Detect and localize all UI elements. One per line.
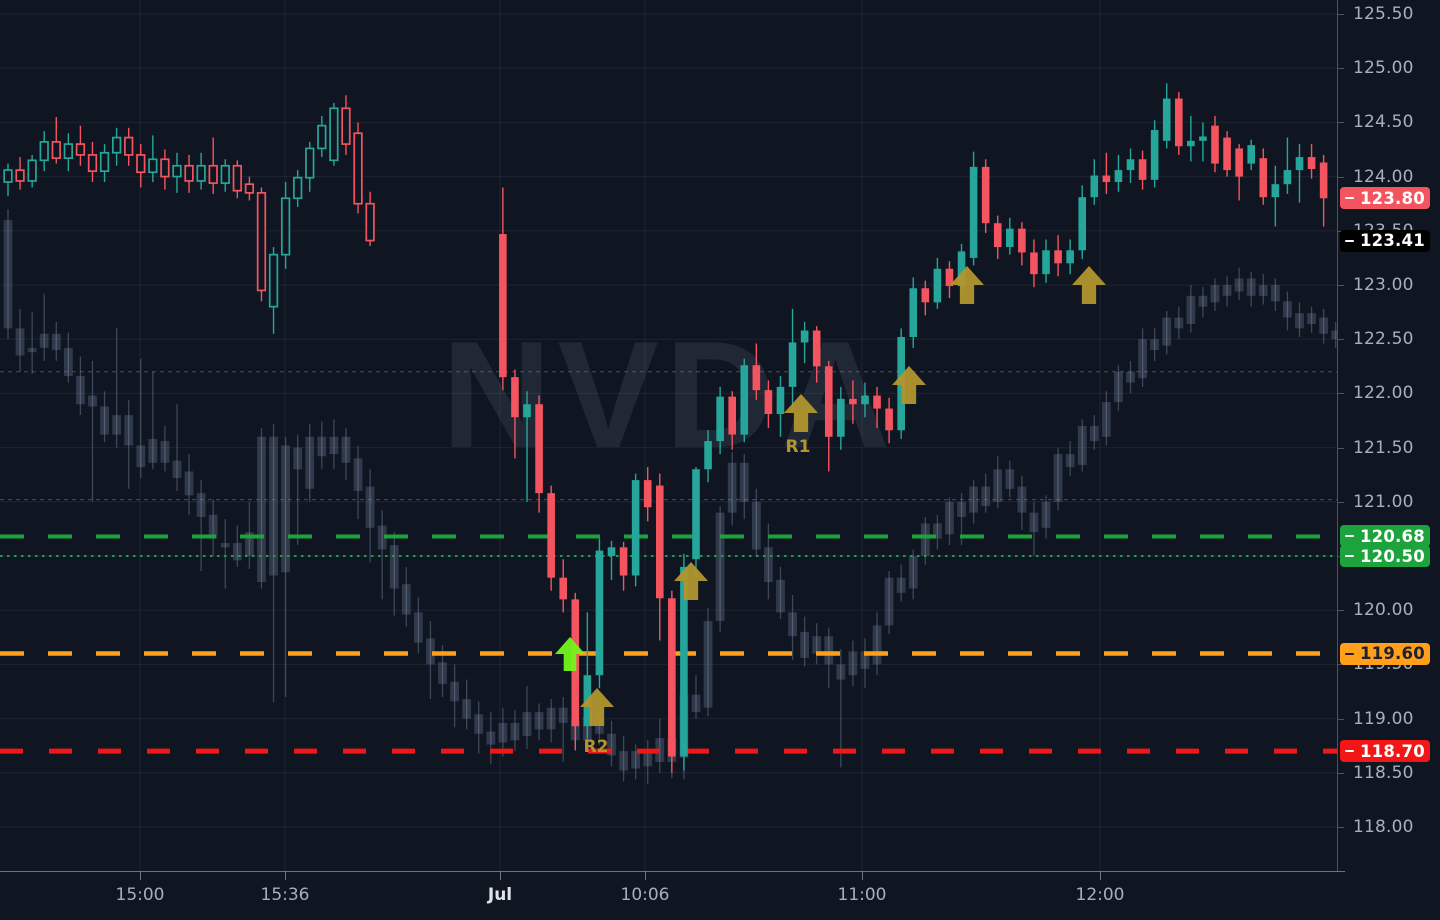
price-axis-tick xyxy=(1338,339,1344,341)
faint-level-lines xyxy=(0,371,1337,501)
time-axis-tick xyxy=(1100,872,1101,880)
badge-tick xyxy=(1345,750,1354,753)
buy-signal-arrow-icon xyxy=(784,394,818,432)
price-axis-tick xyxy=(1338,68,1344,70)
price-axis-label: 122.00 xyxy=(1353,383,1414,404)
badge-price-text: 120.68 xyxy=(1360,526,1425,546)
time-axis-label: Jul xyxy=(487,885,513,905)
buy-signal-arrow-icon xyxy=(674,562,708,600)
price-chart[interactable]: NVDA R2 R1 xyxy=(0,0,1337,871)
price-axis-label: 121.50 xyxy=(1353,437,1414,458)
badge-price-text: 123.41 xyxy=(1360,231,1425,251)
price-axis-label: 119.00 xyxy=(1353,708,1414,729)
ghost-candles xyxy=(3,209,1337,784)
badge-price-text: 119.60 xyxy=(1360,644,1425,664)
price-axis-tick xyxy=(1338,14,1344,15)
buy-signal-arrow-icon xyxy=(892,366,926,404)
price-axis-tick xyxy=(1338,122,1344,124)
signal-arrows: R2 R1 xyxy=(555,266,1106,757)
buy-signal-arrow-icon xyxy=(555,637,585,671)
badge-price-text: 118.70 xyxy=(1360,741,1425,761)
price-badge: 123.80 xyxy=(1340,187,1430,210)
level-lines[interactable] xyxy=(0,534,1337,754)
price-axis-label: 125.00 xyxy=(1353,58,1414,79)
badge-price-text: 120.50 xyxy=(1360,546,1425,566)
time-axis-tick xyxy=(285,872,286,880)
price-badge: 123.41 xyxy=(1340,229,1430,252)
time-axis-tick xyxy=(645,872,646,880)
price-axis-label: 123.00 xyxy=(1353,275,1414,295)
price-axis-label: 124.00 xyxy=(1353,166,1414,187)
price-axis-tick xyxy=(1338,501,1344,503)
price-axis-tick xyxy=(1338,827,1344,828)
price-axis-label: 118.50 xyxy=(1353,762,1414,783)
time-axis-tick xyxy=(140,872,141,880)
badge-tick xyxy=(1345,555,1354,557)
price-axis-tick xyxy=(1338,393,1344,395)
time-axis-label: 12:00 xyxy=(1075,885,1125,905)
badge-tick xyxy=(1345,652,1354,655)
time-axis-label: 15:00 xyxy=(115,885,165,905)
price-candles xyxy=(3,83,1328,773)
pivot-label: R2 xyxy=(584,737,609,757)
badge-tick xyxy=(1345,239,1354,242)
price-axis-tick xyxy=(1338,664,1344,666)
time-axis-label: 11:00 xyxy=(837,885,887,905)
price-axis-tick xyxy=(1338,285,1344,286)
price-axis-tick xyxy=(1338,772,1344,774)
price-axis-label: 124.50 xyxy=(1353,112,1414,133)
price-axis-tick xyxy=(1338,176,1344,178)
price-axis-label: 122.50 xyxy=(1353,329,1414,350)
badge-tick xyxy=(1345,535,1354,538)
price-axis-label: 121.00 xyxy=(1353,491,1414,512)
time-axis-label: 10:06 xyxy=(620,885,670,905)
price-badge: 119.60 xyxy=(1340,642,1430,665)
pivot-label: R1 xyxy=(786,437,811,457)
time-axis-tick xyxy=(862,872,863,880)
price-axis-label: 120.00 xyxy=(1353,600,1414,621)
price-axis-label: 118.00 xyxy=(1353,817,1414,837)
price-axis-tick xyxy=(1338,610,1344,612)
price-badge: 120.50 xyxy=(1340,545,1430,567)
time-axis-tick xyxy=(500,872,501,880)
price-axis-label: 125.50 xyxy=(1353,4,1414,24)
badge-price-text: 123.80 xyxy=(1360,188,1425,208)
price-badge: 118.70 xyxy=(1340,740,1430,763)
buy-signal-arrow-icon xyxy=(580,688,614,726)
badge-tick xyxy=(1345,197,1354,200)
price-badge: 120.68 xyxy=(1340,525,1430,548)
price-axis[interactable]: 125.50125.00124.50124.00123.50123.00122.… xyxy=(1337,0,1440,871)
buy-signal-arrow-icon xyxy=(1072,266,1106,304)
time-axis[interactable]: 15:00 15:36 Jul 10:06 11:00 12:00 xyxy=(0,871,1345,920)
buy-signal-arrow-icon xyxy=(950,266,984,304)
price-axis-tick xyxy=(1338,447,1344,449)
price-axis-tick xyxy=(1338,718,1344,720)
time-axis-label: 15:36 xyxy=(260,885,310,905)
